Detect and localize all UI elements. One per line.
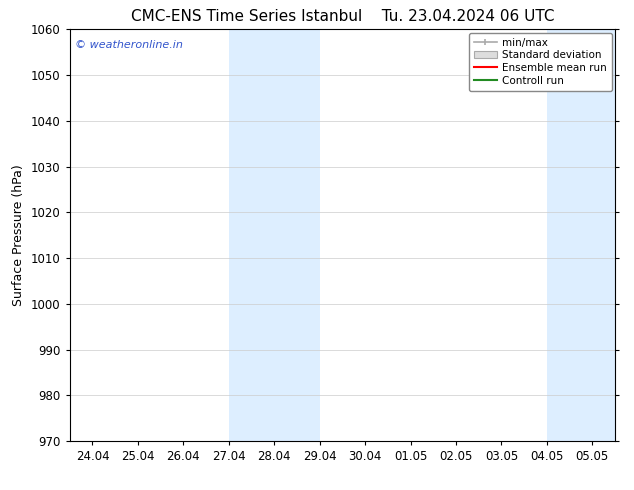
Y-axis label: Surface Pressure (hPa): Surface Pressure (hPa) xyxy=(13,164,25,306)
Text: © weatheronline.in: © weatheronline.in xyxy=(75,40,183,49)
Legend: min/max, Standard deviation, Ensemble mean run, Controll run: min/max, Standard deviation, Ensemble me… xyxy=(469,32,612,91)
Title: CMC-ENS Time Series Istanbul    Tu. 23.04.2024 06 UTC: CMC-ENS Time Series Istanbul Tu. 23.04.2… xyxy=(131,9,554,24)
Bar xyxy=(229,29,320,441)
Bar xyxy=(547,29,615,441)
